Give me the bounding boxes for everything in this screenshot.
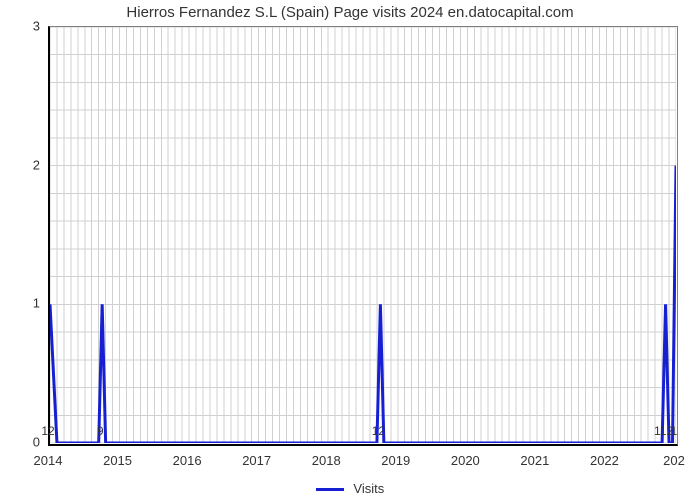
x-tick-label: 2016 — [173, 453, 202, 468]
chart-container: Hierros Fernandez S.L (Spain) Page visit… — [0, 0, 700, 500]
x-tick-label: 2017 — [242, 453, 271, 468]
chart-title: Hierros Fernandez S.L (Spain) Page visit… — [0, 4, 700, 21]
x-tick-label: 2021 — [520, 453, 549, 468]
x-tick-label: 2018 — [312, 453, 341, 468]
plot-area — [48, 26, 678, 446]
y-tick-label: 2 — [0, 157, 40, 172]
x-tick-label: 2020 — [451, 453, 480, 468]
data-label: 12 — [372, 424, 385, 438]
data-label: 9 — [97, 424, 104, 438]
y-tick-label: 1 — [0, 296, 40, 311]
gridlines — [50, 27, 676, 443]
legend-label: Visits — [353, 481, 384, 496]
x-tick-label: 2019 — [381, 453, 410, 468]
x-tick-label: 2022 — [590, 453, 619, 468]
legend-swatch — [316, 488, 344, 491]
y-tick-label: 0 — [0, 435, 40, 450]
x-tick-label: 2014 — [34, 453, 63, 468]
x-tick-label: 2015 — [103, 453, 132, 468]
legend: Visits — [0, 481, 700, 496]
data-label: 1 — [671, 424, 678, 438]
x-tick-label: 202 — [663, 453, 685, 468]
y-tick-label: 3 — [0, 19, 40, 34]
data-label: 12 — [41, 424, 54, 438]
